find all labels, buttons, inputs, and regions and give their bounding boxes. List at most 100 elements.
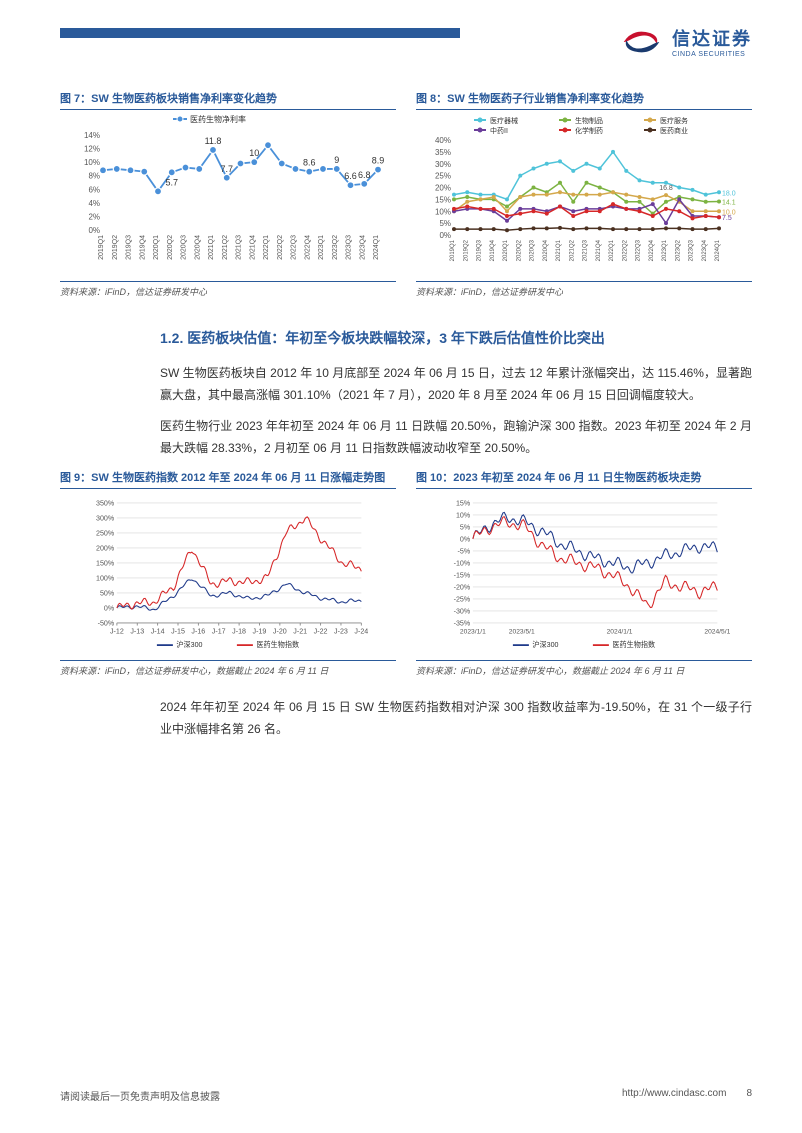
- fig8-chart: 0%5%10%15%20%25%30%35%40%医疗器械生物制品医疗服务中药I…: [416, 115, 752, 275]
- svg-text:医疗器械: 医疗器械: [490, 116, 518, 125]
- section-1-2-para1: SW 生物医药板块自 2012 年 10 月底部至 2024 年 06 月 15…: [160, 363, 752, 406]
- svg-text:2020Q1: 2020Q1: [153, 235, 160, 260]
- footer-page-number: 8: [746, 1088, 752, 1103]
- svg-text:7.5: 7.5: [722, 215, 732, 222]
- svg-text:沪深300: 沪深300: [176, 640, 202, 649]
- svg-text:2019Q3: 2019Q3: [126, 235, 133, 260]
- svg-text:2019Q1: 2019Q1: [98, 235, 105, 260]
- svg-text:沪深300: 沪深300: [532, 640, 558, 649]
- svg-text:14%: 14%: [84, 131, 100, 140]
- svg-text:0%: 0%: [460, 536, 471, 544]
- svg-text:150%: 150%: [96, 560, 115, 568]
- svg-text:50%: 50%: [100, 590, 115, 598]
- svg-text:J-20: J-20: [273, 628, 287, 636]
- fig9-chart: -50%0%50%100%150%200%250%300%350%J-12J-1…: [60, 494, 396, 654]
- svg-text:-5%: -5%: [458, 548, 471, 556]
- svg-text:18.0: 18.0: [722, 190, 736, 197]
- footer-disclaimer: 请阅读最后一页免责声明及信息披露: [60, 1088, 220, 1103]
- svg-text:2024/1/1: 2024/1/1: [607, 629, 633, 636]
- svg-text:医药生物净利率: 医药生物净利率: [190, 115, 246, 124]
- svg-text:2%: 2%: [88, 212, 100, 221]
- svg-text:2020Q4: 2020Q4: [194, 235, 201, 260]
- brand-name-en: CINDA SECURITIES: [672, 51, 752, 58]
- svg-text:0%: 0%: [439, 231, 451, 240]
- fig9-source: 资料来源：iFinD，信达证券研发中心，数据截止 2024 年 6 月 11 日: [60, 660, 396, 677]
- figure-9: 图 9：SW 生物医药指数 2012 年至 2024 年 06 月 11 日涨幅…: [60, 469, 396, 677]
- closing-paragraph: 2024 年年初至 2024 年 06 月 15 日 SW 生物医药指数相对沪深…: [160, 697, 752, 740]
- fig10-chart: -35%-30%-25%-20%-15%-10%-5%0%5%10%15%202…: [416, 494, 752, 654]
- svg-text:10%: 10%: [84, 158, 100, 167]
- svg-text:2023Q2: 2023Q2: [332, 235, 339, 260]
- svg-text:中药II: 中药II: [490, 126, 508, 135]
- svg-text:40%: 40%: [435, 136, 451, 145]
- svg-text:J-21: J-21: [293, 628, 307, 636]
- svg-text:J-18: J-18: [232, 628, 246, 636]
- figure-8: 图 8：SW 生物医药子行业销售净利率变化趋势 0%5%10%15%20%25%…: [416, 90, 752, 298]
- svg-text:-25%: -25%: [454, 596, 471, 604]
- svg-text:2021Q2: 2021Q2: [569, 239, 575, 261]
- svg-text:J-24: J-24: [354, 628, 368, 636]
- svg-text:2019Q2: 2019Q2: [112, 235, 119, 260]
- svg-text:医疗服务: 医疗服务: [660, 116, 688, 125]
- svg-text:2023Q1: 2023Q1: [662, 239, 668, 261]
- svg-text:2019Q2: 2019Q2: [463, 239, 469, 261]
- page-footer: 请阅读最后一页免责声明及信息披露 http://www.cindasc.com …: [60, 1088, 752, 1103]
- svg-text:-15%: -15%: [454, 572, 471, 580]
- svg-text:35%: 35%: [435, 148, 451, 157]
- svg-text:2023Q4: 2023Q4: [359, 235, 366, 260]
- svg-text:生物制品: 生物制品: [575, 116, 603, 125]
- svg-text:2024Q1: 2024Q1: [715, 239, 721, 261]
- svg-text:2022Q4: 2022Q4: [649, 239, 655, 261]
- svg-text:2022Q2: 2022Q2: [277, 235, 284, 260]
- svg-text:200%: 200%: [96, 545, 115, 553]
- section-1-2-heading: 1.2. 医药板块估值：年初至今板块跌幅较深，3 年下跌后估值性价比突出: [160, 328, 752, 348]
- svg-text:J-14: J-14: [151, 628, 165, 636]
- svg-text:2019Q3: 2019Q3: [477, 239, 483, 261]
- svg-text:2020Q2: 2020Q2: [167, 235, 174, 260]
- svg-text:化学制药: 化学制药: [575, 126, 603, 135]
- svg-text:医药商业: 医药商业: [660, 126, 688, 135]
- svg-text:J-12: J-12: [110, 628, 124, 636]
- svg-text:2023Q3: 2023Q3: [689, 239, 695, 261]
- svg-text:100%: 100%: [96, 575, 115, 583]
- svg-text:2020Q3: 2020Q3: [530, 239, 536, 261]
- svg-text:5%: 5%: [460, 524, 471, 532]
- svg-text:2020Q2: 2020Q2: [516, 239, 522, 261]
- svg-text:-35%: -35%: [454, 620, 471, 628]
- svg-text:J-15: J-15: [171, 628, 185, 636]
- svg-text:2023/1/1: 2023/1/1: [460, 629, 486, 636]
- svg-text:医药生物指数: 医药生物指数: [612, 640, 655, 649]
- svg-text:2019Q4: 2019Q4: [139, 235, 146, 260]
- svg-text:2024/5/1: 2024/5/1: [704, 629, 730, 636]
- svg-text:300%: 300%: [96, 515, 115, 523]
- svg-text:医药生物指数: 医药生物指数: [256, 640, 299, 649]
- cinda-logo-icon: [619, 26, 664, 58]
- fig9-title: 图 9：SW 生物医药指数 2012 年至 2024 年 06 月 11 日涨幅…: [60, 469, 396, 489]
- svg-text:2022Q3: 2022Q3: [636, 239, 642, 261]
- svg-text:2023Q4: 2023Q4: [702, 239, 708, 261]
- svg-text:2022Q1: 2022Q1: [263, 235, 270, 260]
- svg-text:2021Q3: 2021Q3: [236, 235, 243, 260]
- svg-text:350%: 350%: [96, 500, 115, 508]
- fig7-title: 图 7：SW 生物医药板块销售净利率变化趋势: [60, 90, 396, 110]
- header-accent-bar: [60, 28, 460, 38]
- svg-text:-50%: -50%: [98, 620, 115, 628]
- svg-text:12%: 12%: [84, 145, 100, 154]
- section-1-2-para2: 医药生物行业 2023 年年初至 2024 年 06 月 11 日跌幅 20.5…: [160, 416, 752, 459]
- svg-text:25%: 25%: [435, 172, 451, 181]
- brand-header: 信达证券 CINDA SECURITIES: [619, 25, 752, 58]
- svg-text:10%: 10%: [456, 512, 471, 520]
- fig10-source: 资料来源：iFinD，信达证券研发中心，数据截止 2024 年 6 月 11 日: [416, 660, 752, 677]
- svg-text:2021Q3: 2021Q3: [583, 239, 589, 261]
- svg-text:J-13: J-13: [130, 628, 144, 636]
- svg-text:2021Q1: 2021Q1: [208, 235, 215, 260]
- svg-text:16.8: 16.8: [659, 185, 673, 192]
- svg-text:2019Q4: 2019Q4: [490, 239, 496, 261]
- svg-text:250%: 250%: [96, 530, 115, 538]
- svg-text:2020Q1: 2020Q1: [503, 239, 509, 261]
- svg-text:2023Q2: 2023Q2: [675, 239, 681, 261]
- svg-text:2021Q1: 2021Q1: [556, 239, 562, 261]
- svg-text:J-22: J-22: [314, 628, 328, 636]
- svg-text:2023Q1: 2023Q1: [318, 235, 325, 260]
- svg-text:J-23: J-23: [334, 628, 348, 636]
